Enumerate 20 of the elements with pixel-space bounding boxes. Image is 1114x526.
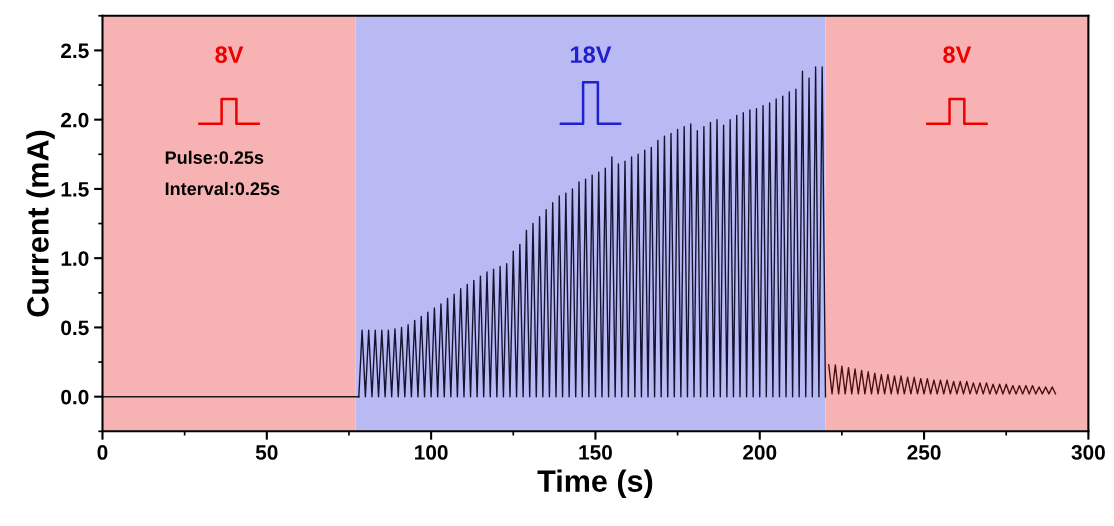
x-tick-label: 50 — [255, 445, 278, 460]
x-tick-label: 250 — [907, 445, 941, 460]
annotation: Pulse:0.25s — [165, 150, 264, 164]
x-tick-label: 200 — [743, 445, 777, 460]
band-label: 8V — [943, 46, 972, 64]
band-label: 18V — [570, 46, 612, 64]
y-tick-label: 1.5 — [61, 182, 89, 197]
y-tick-label: 0.0 — [61, 389, 89, 405]
y-tick-label: 2.5 — [61, 43, 89, 59]
x-tick-label: 300 — [1071, 445, 1105, 460]
band-label: 8V — [215, 46, 244, 64]
annotation: Interval:0.25s — [165, 181, 280, 196]
x-axis-title: Time (s) — [537, 469, 653, 498]
x-tick-label: 100 — [415, 445, 448, 460]
y-tick-label: 0.5 — [61, 320, 89, 336]
x-tick-label: 0 — [97, 445, 108, 460]
x-tick-label: 150 — [579, 445, 612, 460]
y-tick-label: 1.0 — [61, 251, 89, 266]
y-axis-title: Current (mA) — [26, 130, 55, 317]
y-tick-label: 2.0 — [61, 112, 89, 128]
